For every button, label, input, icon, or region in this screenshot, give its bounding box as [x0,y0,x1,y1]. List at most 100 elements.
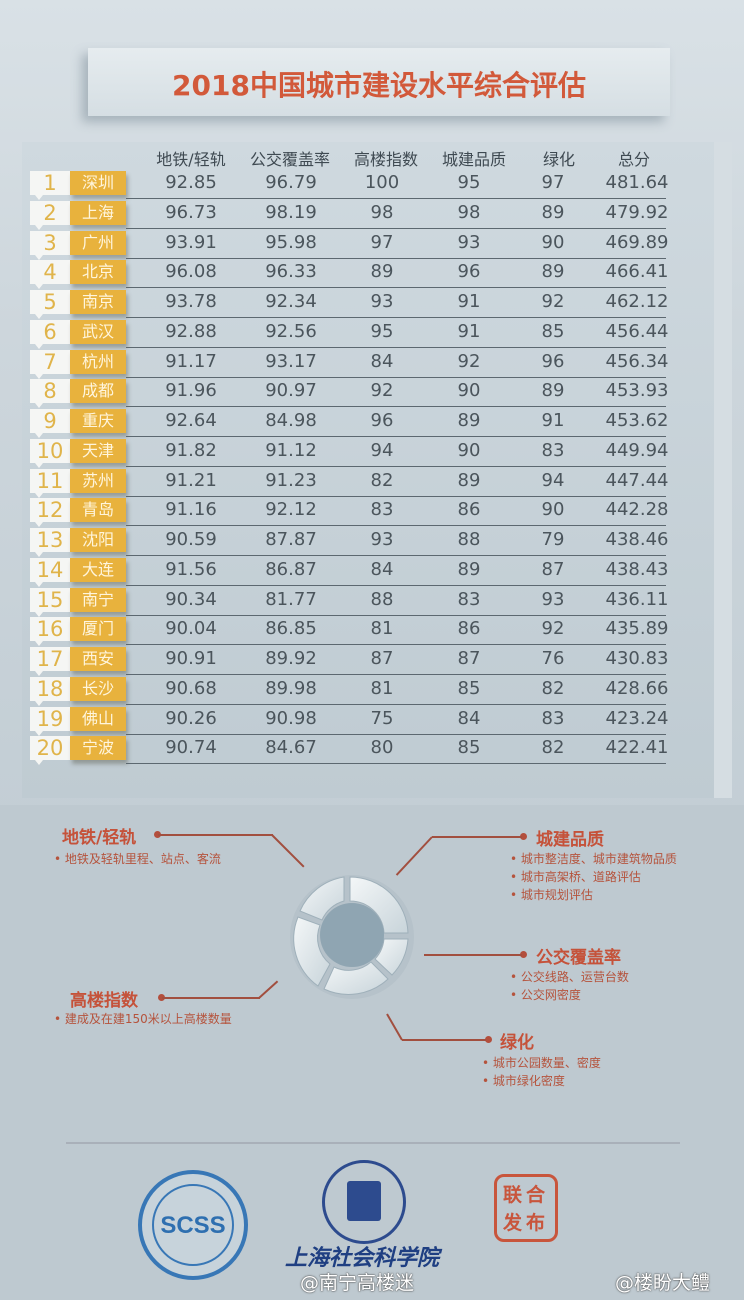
table-cell: 93 [457,231,481,253]
row-divider [126,346,666,348]
table-cell: 91.82 [165,439,217,461]
rank-badge: 14 [30,557,70,587]
table-cell: 436.11 [605,588,669,610]
category-metro-desc: • 地铁及轻轨里程、站点、客流 [54,852,221,866]
table-cell: 92 [541,291,565,312]
metro-connector [158,834,273,836]
table-cell: 90.91 [165,648,217,669]
city-tag: 北京 [70,260,126,285]
table-cell: 82 [541,737,565,759]
table-row: 9 重庆 92.64 84.98 96 89 91 453.62 [0,407,744,438]
table-cell: 89.98 [265,677,317,699]
row-divider [126,406,666,408]
category-metro-title: 地铁/轻轨 [62,828,137,848]
table-cell: 96.79 [265,172,317,193]
table-cell: 90 [541,499,565,521]
rank-badge: 20 [30,736,70,766]
table-cell: 456.44 [605,320,669,342]
rank-badge: 8 [30,379,70,409]
table-cell: 92 [541,618,565,640]
table-cell: 423.24 [605,707,669,729]
row-divider [126,644,666,646]
city-tag: 厦门 [70,617,126,642]
city-tag: 南京 [70,290,126,314]
row-divider [126,555,666,556]
table-cell: 87 [541,558,565,580]
table-cell: 90.26 [165,707,217,729]
table-cell: 90.34 [165,588,217,610]
table-cell: 438.43 [605,558,669,580]
green-connector [402,1039,486,1041]
table-cell: 88 [457,529,481,550]
row-divider [126,198,666,199]
table-cell: 75 [370,707,394,729]
table-row: 8 成都 91.96 90.97 92 90 89 453.93 [0,377,744,409]
table-row: 1 深圳 92.85 96.79 100 95 97 481.64 [0,169,744,200]
row-divider [126,614,666,616]
rank-badge: 9 [30,409,70,438]
watermark-2: @楼盼大鳢 [615,1272,711,1294]
table-row: 15 南宁 90.34 81.77 88 83 93 436.11 [0,586,744,617]
table-cell: 84.67 [265,737,317,759]
quality-connector [432,836,522,838]
table-cell: 442.28 [605,499,669,521]
donut-diagram-icon [290,875,414,999]
category-quality-desc-3: • 城市规划评估 [510,888,593,902]
city-tag: 苏州 [70,468,126,493]
city-tag: 广州 [70,230,126,255]
rank-badge: 16 [30,617,70,647]
row-divider [126,495,666,497]
rank-badge: 10 [30,438,70,468]
table-cell: 92.85 [165,172,217,193]
table-cell: 84.98 [265,410,317,431]
table-cell: 90.98 [265,707,317,729]
rank-badge: 19 [30,706,70,736]
rank-badge: 17 [30,647,70,676]
table-cell: 92.12 [265,499,317,521]
rank-badge: 1 [30,171,70,200]
table-cell: 96 [370,410,394,431]
header-quality: 城建品质 [441,150,506,169]
header-total: 总分 [617,150,650,169]
table-row: 17 西安 90.91 89.92 87 87 76 430.83 [0,645,744,676]
table-cell: 92.34 [265,291,317,312]
table-cell: 94 [370,439,394,461]
rank-badge: 18 [30,676,70,706]
city-tag: 南宁 [70,587,126,612]
table-cell: 83 [541,707,565,729]
row-divider [126,376,666,378]
table-row: 12 青岛 91.16 92.12 83 86 90 442.28 [0,496,744,528]
table-row: 10 天津 91.82 91.12 94 90 83 449.94 [0,437,744,468]
rank-badge: 11 [30,468,70,498]
row-divider [126,763,666,765]
category-quality-title: 城建品质 [536,830,604,850]
table-cell: 91.21 [165,469,217,491]
table-cell: 90.68 [165,677,217,699]
table-cell: 89 [457,558,481,580]
watermark-1: @南宁高楼迷 [300,1272,415,1294]
sass-logo [322,1160,406,1244]
table-cell: 430.83 [605,648,669,669]
table-cell: 91.23 [265,469,317,491]
row-divider [126,317,666,318]
table-cell: 456.34 [605,350,669,372]
table-cell: 82 [541,677,565,699]
table-cell: 469.89 [605,231,669,253]
category-bus-title: 公交覆盖率 [536,948,621,968]
table-cell: 95 [370,320,394,342]
table-cell: 91 [541,410,565,431]
city-tag: 佛山 [70,706,126,731]
bus-connector [424,954,522,956]
table-cell: 93 [370,529,394,550]
table-cell: 87.87 [265,529,317,550]
category-green-desc-1: • 城市公园数量、密度 [482,1056,601,1070]
table-cell: 481.64 [605,172,669,193]
table-cell: 89 [457,469,481,491]
category-bus-desc-2: • 公交网密度 [510,988,581,1002]
table-cell: 89 [541,261,565,283]
quality-dot [520,833,527,840]
category-bus-desc-1: • 公交线路、运营台数 [510,970,629,984]
title-banner: 2018中国城市建设水平综合评估 [88,48,670,116]
sass-logo-text: 上海社会科学院 [285,1245,440,1271]
city-tag: 武汉 [70,319,126,344]
